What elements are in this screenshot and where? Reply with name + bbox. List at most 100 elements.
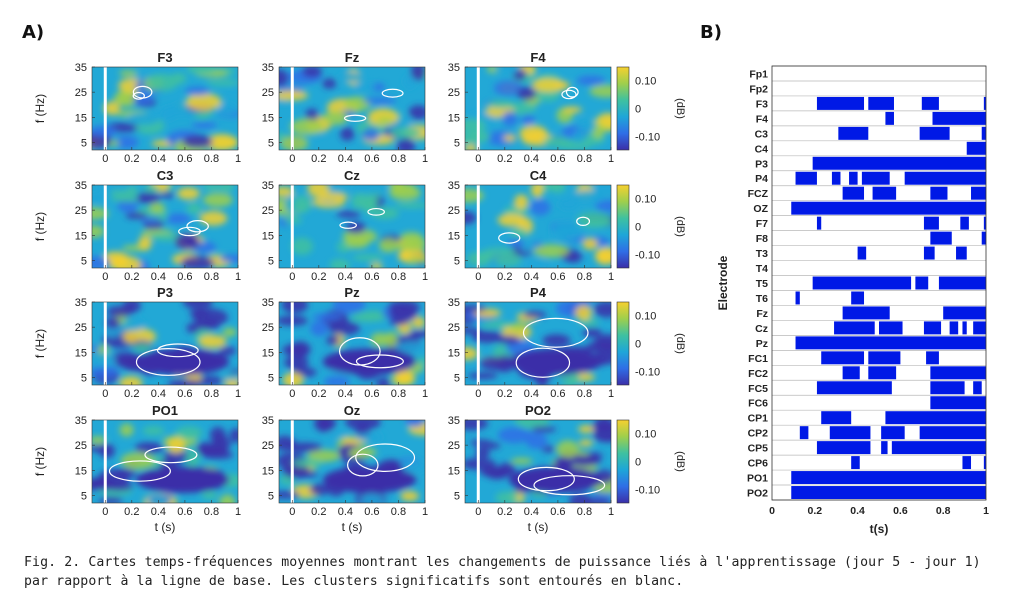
significance-bar (799, 426, 809, 440)
significance-bar (838, 126, 869, 140)
tf-blob (279, 186, 294, 198)
tf-blob (182, 134, 213, 149)
y-axis-label: Electrode (716, 255, 730, 310)
tf-blob (480, 321, 513, 328)
tf-blob (522, 311, 547, 319)
tf-map-fz: Fz 35 25 15 5 0 0.2 0.4 0.6 0.8 1 (262, 50, 428, 165)
tf-blob (160, 191, 175, 199)
tf-blob (165, 213, 191, 225)
y-tick-label: 25 (75, 322, 87, 334)
tf-blob (125, 212, 148, 220)
electrode-label-fc5: FC5 (748, 383, 768, 395)
tf-blob (409, 329, 425, 338)
colorbar-unit-label: (dB) (674, 98, 686, 119)
y-tick-label: 35 (262, 62, 274, 74)
y-tick-label: 5 (81, 255, 87, 267)
tf-blob (582, 237, 598, 250)
tf-map-cz: Cz 35 25 15 5 0 0.2 0.4 0.6 0.8 1 (262, 168, 428, 283)
tf-blob (485, 466, 509, 480)
y-tick-label: 35 (448, 415, 460, 427)
significance-bar (842, 186, 865, 200)
y-tick-label: 15 (448, 465, 460, 477)
tf-blob (389, 185, 421, 201)
tf-blob (549, 185, 566, 193)
tf-blob (174, 233, 197, 250)
x-tick-label: 1 (608, 153, 614, 165)
tf-blob (595, 248, 611, 265)
x-tick-label: 0 (102, 506, 108, 518)
tf-blob (516, 86, 537, 101)
x-tick-label: 0.6 (364, 388, 379, 400)
significance-bar (868, 96, 894, 110)
tf-title: Oz (344, 403, 361, 418)
tf-blob (222, 327, 237, 337)
x-tick-label: 1 (608, 388, 614, 400)
y-tick-label: 35 (75, 180, 87, 192)
tf-blob (594, 199, 611, 212)
tf-blob (497, 213, 526, 227)
tf-blob (126, 112, 160, 125)
y-tick-label: 5 (454, 137, 460, 149)
y-tick-label: 25 (448, 440, 460, 452)
tf-blob (360, 493, 384, 503)
tf-blob (465, 458, 497, 470)
tf-blob (583, 498, 611, 503)
tf-blob (502, 111, 518, 127)
significance-bar (930, 186, 948, 200)
tf-blob (117, 89, 136, 107)
x-tick-label: 0.2 (497, 153, 512, 165)
baseline-marker (290, 67, 294, 150)
electrode-label-t4: T4 (756, 263, 768, 275)
y-tick-label: 5 (81, 137, 87, 149)
tf-blob (186, 67, 217, 75)
tf-title: P4 (530, 285, 547, 300)
tf-blob (326, 335, 340, 346)
significance-bar (960, 216, 969, 230)
electrode-label-fc1: FC1 (748, 353, 768, 365)
tf-blob (519, 244, 538, 253)
tf-frame (464, 66, 612, 151)
y-tick-label: 15 (262, 347, 274, 359)
tf-blob (465, 420, 489, 431)
tf-blob (189, 309, 209, 318)
x-tick-label: 0.4 (524, 388, 539, 400)
electrode-label-cp5: CP5 (748, 443, 769, 455)
tf-blob (119, 376, 143, 385)
tf-blob (394, 202, 425, 209)
tf-title: P3 (157, 285, 173, 300)
cluster-outline (156, 343, 199, 358)
tf-blob (562, 106, 582, 113)
tf-blob (229, 428, 238, 443)
tf-title: PO2 (525, 403, 551, 418)
x-axis-label: t (s) (155, 520, 176, 534)
y-tick-label: 25 (262, 87, 274, 99)
colorbar-tick-label: 0 (635, 457, 641, 469)
tf-blob (219, 494, 236, 503)
significance-bar (983, 456, 986, 470)
electrode-label-fcz: FCZ (748, 188, 769, 200)
y-tick-label: 5 (268, 137, 274, 149)
x-tick-label: 0.8 (204, 506, 219, 518)
x-tick-label: 0.4 (338, 153, 353, 165)
significance-bar (816, 96, 865, 110)
x-axis-label: t (s) (528, 520, 549, 534)
tf-blob (328, 430, 350, 438)
tf-blob (529, 199, 551, 216)
y-tick-label: 15 (75, 112, 87, 124)
y-tick-label: 5 (268, 490, 274, 502)
tf-title: PO1 (152, 403, 178, 418)
tf-blob (222, 372, 238, 381)
significance-bar (962, 456, 972, 470)
tf-blob (571, 190, 606, 204)
tf-low-power-region (322, 466, 417, 494)
significance-bar (857, 246, 867, 260)
y-axis-label: f (Hz) (33, 94, 47, 123)
tf-blob (284, 355, 309, 370)
x-tick-label: 1 (422, 153, 428, 165)
significance-bar (962, 321, 967, 335)
significance-bar (983, 216, 986, 230)
tf-blob (362, 127, 380, 142)
y-tick-label: 35 (262, 180, 274, 192)
y-tick-label: 5 (268, 255, 274, 267)
